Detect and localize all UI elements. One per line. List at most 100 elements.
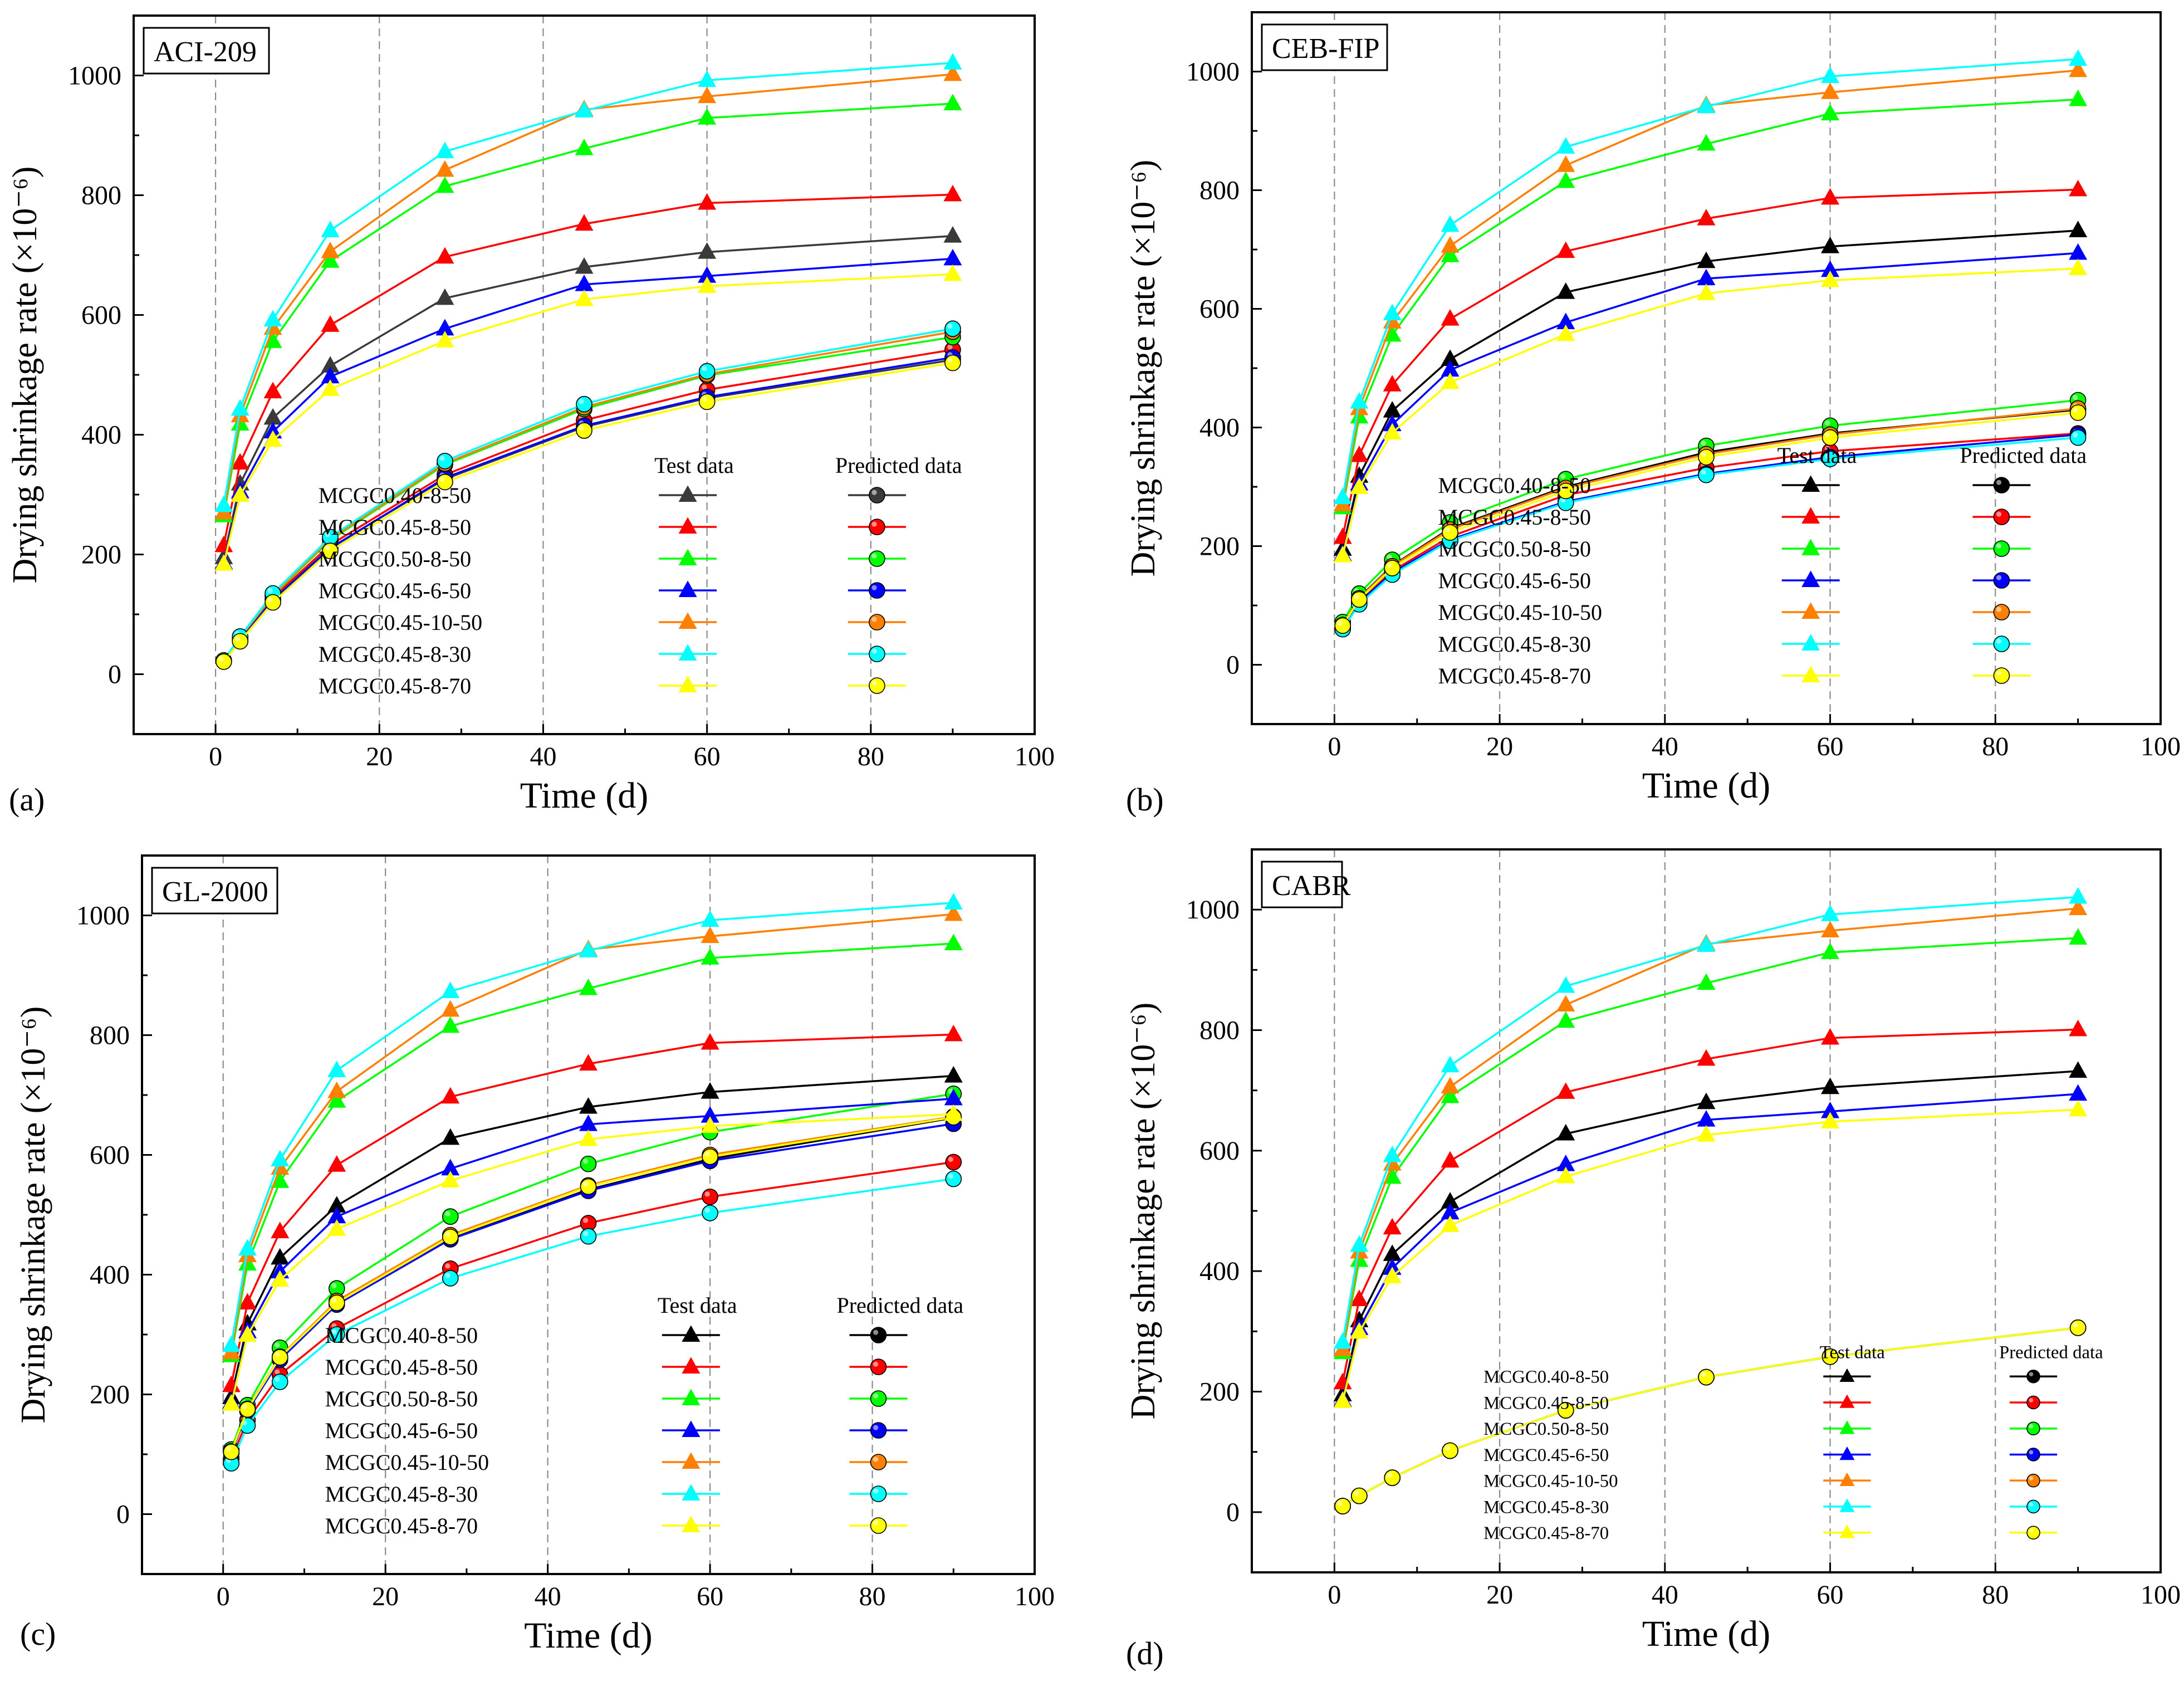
test-point — [2069, 243, 2088, 260]
title-box: GL-2000 — [151, 867, 278, 915]
test-point — [579, 941, 598, 957]
y-tick-label: 600 — [1199, 295, 1240, 324]
legend-test-marker — [682, 1357, 701, 1374]
test-point — [1556, 312, 1575, 329]
test-point — [1556, 1082, 1575, 1099]
legend-predicted-marker-highlight — [871, 648, 877, 654]
test-point — [698, 266, 717, 283]
predicted-point-highlight — [226, 1446, 232, 1452]
legend-test-marker — [1839, 1420, 1855, 1434]
legend-predicted-marker — [1993, 477, 2010, 493]
test-point — [944, 934, 963, 950]
test-point — [2069, 89, 2088, 106]
x-tick-label: 0 — [1328, 732, 1341, 761]
y-axis-title: Drying shrinkage rate (×10⁻⁶) — [1124, 160, 1162, 577]
predicted-point-highlight — [1701, 452, 1706, 457]
legend-predicted-marker — [1993, 604, 2010, 620]
predicted-point — [1384, 560, 1401, 576]
predicted-point — [1351, 591, 1368, 608]
legend-test-marker — [1839, 1394, 1855, 1408]
series-group — [1333, 49, 2088, 638]
test-point — [1821, 66, 1840, 83]
test-point — [1383, 375, 1402, 392]
test-line-5 — [1341, 58, 2078, 498]
test-point — [943, 226, 962, 243]
predicted-point — [1384, 1469, 1401, 1486]
legend-predicted-marker — [2026, 1395, 2040, 1410]
legend-predicted-marker — [2026, 1526, 2040, 1540]
legend-predicted-marker-highlight — [1996, 511, 2002, 517]
test-point — [579, 1129, 598, 1146]
legend-predicted-marker — [870, 1485, 887, 1502]
legend-test-marker — [678, 644, 697, 661]
y-axis-title: Drying shrinkage rate (×10⁻⁶) — [1124, 1003, 1162, 1420]
test-point — [1556, 995, 1575, 1012]
test-line-1 — [230, 1033, 954, 1386]
predicted-point-highlight — [1701, 470, 1706, 475]
test-point — [2069, 221, 2088, 237]
predicted-point — [702, 1188, 718, 1205]
chart-title: ACI-209 — [154, 36, 257, 68]
legend-header-test: Test data — [1820, 1343, 1885, 1363]
test-point — [327, 1206, 346, 1224]
test-point — [1697, 1125, 1716, 1142]
test-point — [575, 257, 594, 274]
legend-header-test: Test data — [1777, 443, 1857, 468]
test-point — [575, 138, 594, 155]
legend-test-marker — [682, 1325, 701, 1342]
test-point — [579, 1115, 598, 1131]
test-point — [271, 1248, 290, 1265]
test-point — [231, 485, 249, 502]
predicted-point-highlight — [234, 636, 240, 642]
legend-label: MCGC0.40-8-50 — [1483, 1367, 1609, 1387]
y-tick-label: 200 — [1199, 532, 1240, 561]
test-point — [231, 399, 249, 416]
title-box: CABR — [1261, 861, 1351, 908]
test-point — [441, 1171, 460, 1187]
chart-title: CEB-FIP — [1272, 33, 1380, 65]
test-point — [1556, 976, 1575, 993]
test-point — [2069, 1099, 2088, 1117]
predicted-line-0 — [1342, 1327, 2078, 1507]
predicted-point — [702, 1204, 718, 1221]
y-tick-label: 800 — [1199, 176, 1240, 206]
legend-test-marker — [1801, 634, 1820, 651]
y-tick-label: 400 — [1199, 1257, 1240, 1286]
predicted-point — [1698, 466, 1715, 483]
legend-label: MCGC0.45-6-50 — [1483, 1445, 1609, 1465]
legend-label: MCGC0.50-8-50 — [1438, 536, 1591, 561]
test-point — [1697, 284, 1716, 300]
y-tick-label: 800 — [90, 1021, 130, 1050]
legend-predicted-marker-highlight — [2029, 1450, 2034, 1455]
test-point — [238, 1293, 257, 1309]
predicted-line-5 — [1342, 1327, 2078, 1507]
test-point — [327, 1196, 346, 1213]
title-frame — [1261, 861, 1343, 908]
predicted-point-highlight — [1825, 1351, 1830, 1357]
predicted-point-highlight — [331, 1283, 337, 1288]
legend-predicted-marker — [869, 614, 885, 631]
predicted-line-5 — [223, 328, 953, 661]
predicted-line-5 — [230, 1177, 954, 1464]
test-line-6 — [1341, 267, 2078, 556]
legend-label: MCGC0.45-8-70 — [1438, 663, 1591, 688]
test-point — [1821, 82, 1840, 99]
predicted-point — [239, 1401, 256, 1418]
test-point — [1441, 1151, 1460, 1168]
test-point — [441, 1159, 460, 1176]
test-point — [1821, 260, 1840, 277]
legend-predicted-marker-highlight — [873, 1361, 879, 1367]
test-point — [944, 893, 963, 910]
x-tick-label: 60 — [697, 1582, 723, 1611]
legend-predicted-marker — [869, 487, 885, 504]
predicted-point-highlight — [439, 456, 445, 461]
x-tick-label: 100 — [2141, 1580, 2181, 1610]
predicted-point-highlight — [325, 545, 330, 551]
predicted-point-highlight — [275, 1369, 280, 1375]
x-tick-label: 40 — [535, 1582, 561, 1611]
legend-predicted-marker — [1993, 572, 2010, 589]
x-tick-label: 100 — [1015, 1582, 1055, 1611]
legend-predicted-marker-highlight — [1996, 638, 2002, 644]
predicted-point-highlight — [445, 1231, 450, 1237]
